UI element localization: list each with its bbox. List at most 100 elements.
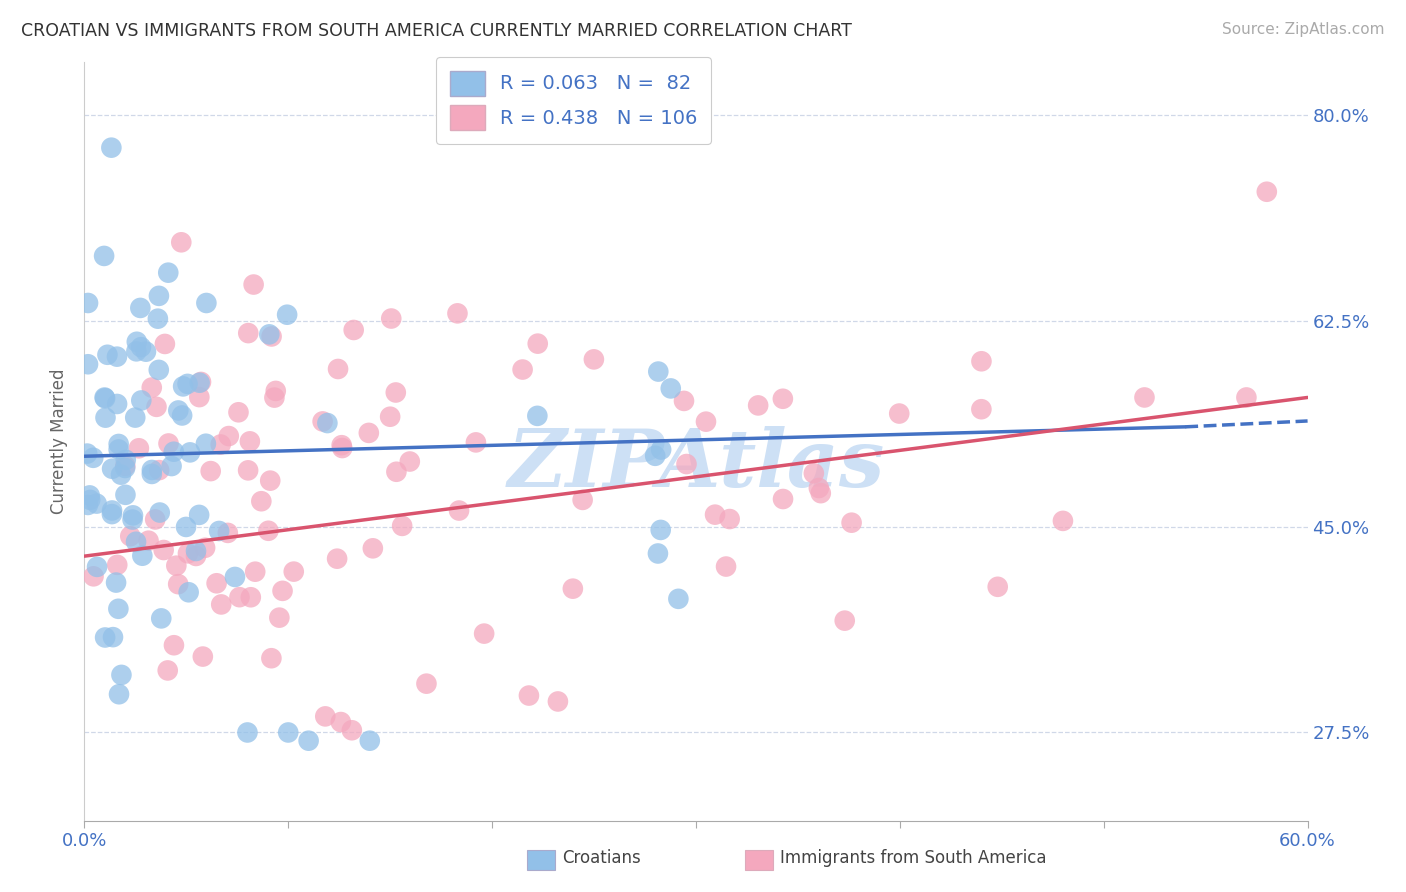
Point xyxy=(105,350,128,364)
Point xyxy=(94,392,117,406)
Point xyxy=(1052,514,1074,528)
Point xyxy=(380,311,402,326)
Point xyxy=(76,447,98,461)
Point xyxy=(512,362,534,376)
Point xyxy=(647,547,669,561)
Point xyxy=(236,463,259,477)
Point xyxy=(666,591,689,606)
Point xyxy=(177,546,200,560)
Point xyxy=(1236,391,1258,405)
Point xyxy=(129,340,152,354)
Point xyxy=(105,575,128,590)
Point xyxy=(163,444,186,458)
Point xyxy=(141,463,163,477)
Point xyxy=(141,380,163,394)
Point xyxy=(217,525,239,540)
Point xyxy=(561,582,583,596)
Point xyxy=(650,523,672,537)
Point xyxy=(447,503,470,517)
Point xyxy=(150,611,173,625)
Point xyxy=(107,442,129,457)
Point xyxy=(188,390,211,404)
Point xyxy=(242,277,264,292)
Point xyxy=(143,512,166,526)
Point xyxy=(129,301,152,315)
Point xyxy=(200,464,222,478)
Point xyxy=(329,714,352,729)
Point xyxy=(86,560,108,574)
Point xyxy=(1256,185,1278,199)
Point xyxy=(114,461,136,475)
Point xyxy=(970,354,993,368)
Point xyxy=(153,337,176,351)
Point xyxy=(184,549,207,563)
Point xyxy=(190,375,212,389)
Point xyxy=(772,491,794,506)
Point xyxy=(83,569,105,583)
Point xyxy=(340,723,363,738)
Point xyxy=(647,365,669,379)
Point xyxy=(124,410,146,425)
Point xyxy=(105,397,128,411)
Point xyxy=(472,626,495,640)
Point xyxy=(105,558,128,572)
Point xyxy=(114,488,136,502)
Point xyxy=(148,463,170,477)
Point xyxy=(110,668,132,682)
Point xyxy=(194,541,217,555)
Point xyxy=(357,425,380,440)
Point xyxy=(125,344,148,359)
Point xyxy=(970,402,993,417)
Point xyxy=(228,590,250,604)
Point xyxy=(77,296,100,310)
Point xyxy=(157,436,180,450)
Point xyxy=(149,506,172,520)
Point xyxy=(108,687,131,701)
Point xyxy=(228,405,250,419)
Point xyxy=(236,725,259,739)
Point xyxy=(298,733,321,747)
Point xyxy=(184,544,207,558)
Point xyxy=(772,392,794,406)
Point xyxy=(141,467,163,481)
Point xyxy=(125,334,148,349)
Point xyxy=(138,533,160,548)
Point xyxy=(218,429,240,443)
Point xyxy=(264,384,287,398)
Point xyxy=(114,458,136,473)
Point xyxy=(650,442,672,457)
Point xyxy=(120,529,142,543)
Point xyxy=(464,435,486,450)
Point xyxy=(205,576,228,591)
Point xyxy=(704,508,727,522)
Point xyxy=(259,474,281,488)
Point xyxy=(582,352,605,367)
Point xyxy=(188,376,211,390)
Point xyxy=(114,452,136,467)
Point xyxy=(194,436,217,450)
Point xyxy=(330,441,353,455)
Point xyxy=(93,391,115,405)
Point xyxy=(167,577,190,591)
Point xyxy=(415,676,437,690)
Point xyxy=(517,689,540,703)
Point xyxy=(172,409,194,423)
Point xyxy=(122,508,145,523)
Point xyxy=(245,565,267,579)
Point xyxy=(110,467,132,482)
Point xyxy=(314,709,336,723)
Point xyxy=(271,583,294,598)
Point xyxy=(145,400,167,414)
Point xyxy=(125,534,148,549)
Text: Source: ZipAtlas.com: Source: ZipAtlas.com xyxy=(1222,22,1385,37)
Point xyxy=(311,414,333,428)
Point xyxy=(160,458,183,473)
Point xyxy=(167,403,190,417)
Point xyxy=(807,481,830,495)
Point xyxy=(77,357,100,371)
Point xyxy=(398,454,420,468)
Point xyxy=(239,591,262,605)
Point xyxy=(177,585,200,599)
Point xyxy=(176,376,198,391)
Point xyxy=(82,450,104,465)
